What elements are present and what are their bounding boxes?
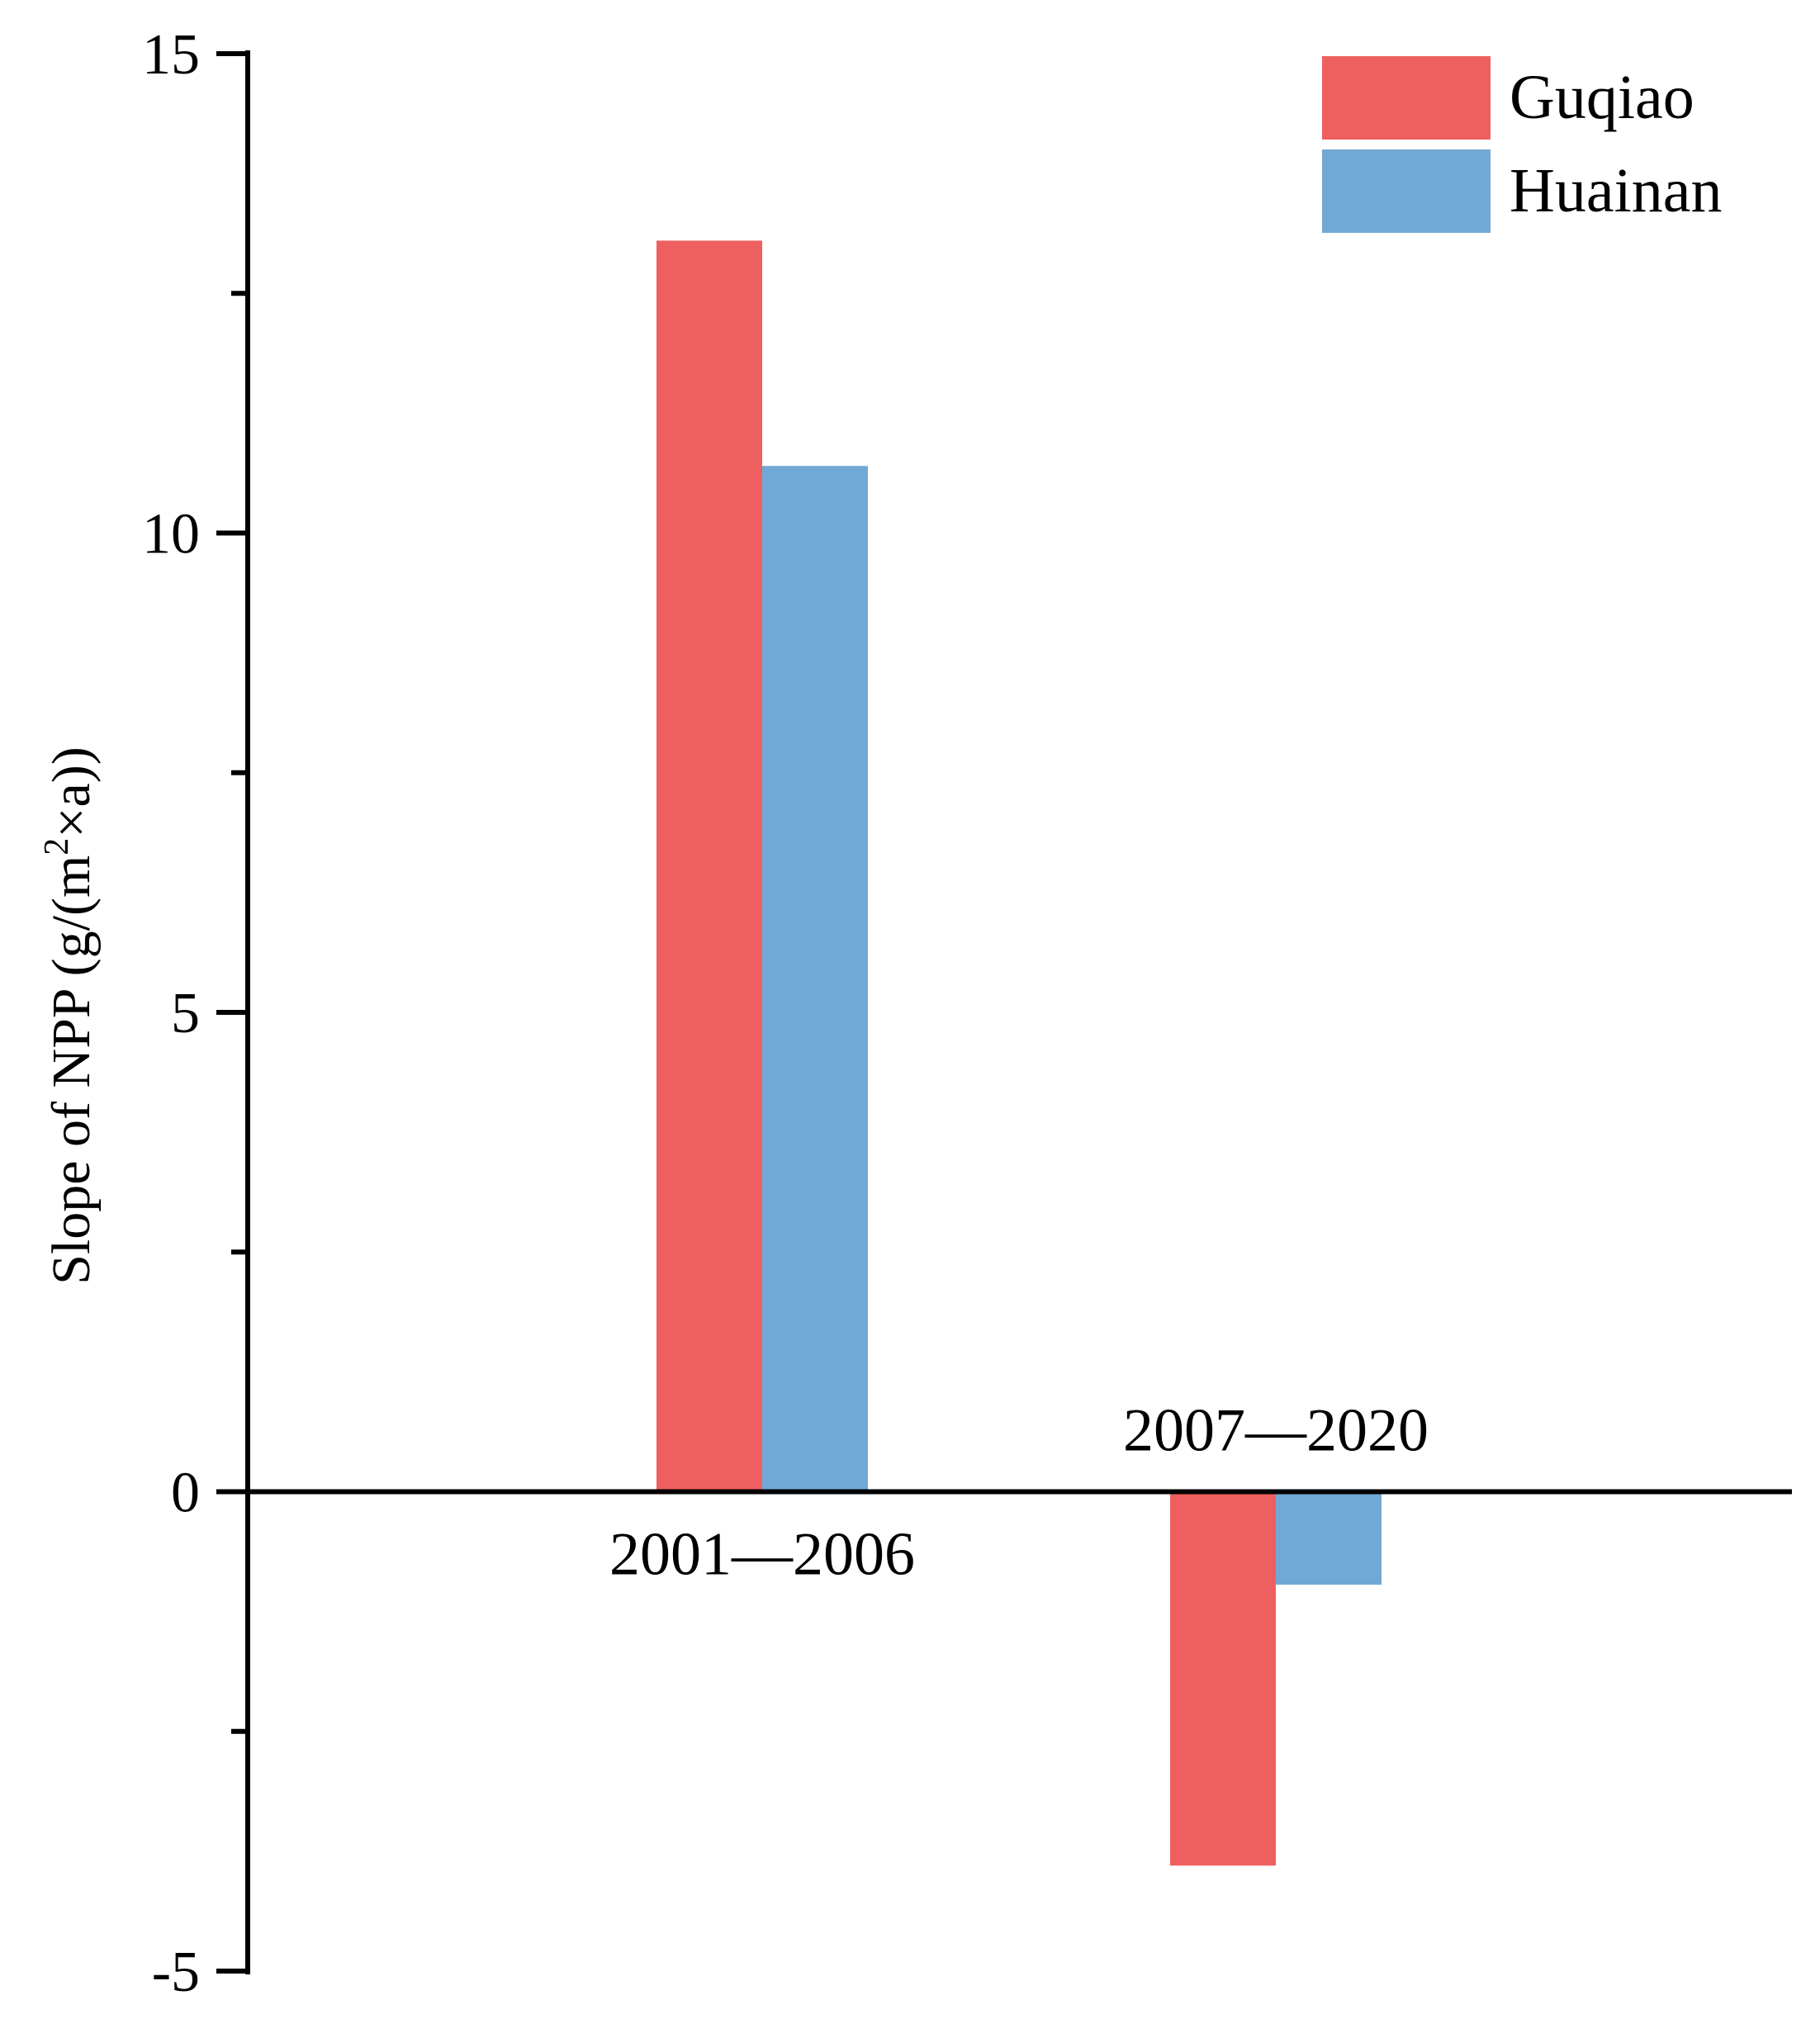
category-label: 2007—2020 — [1123, 1397, 1429, 1465]
bar-huainan-1 — [762, 466, 868, 1492]
axes-layer — [245, 50, 1792, 1974]
bar-huainan-2 — [1276, 1491, 1382, 1585]
y-tick-label: 5 — [171, 982, 200, 1045]
bar-guqiao-2 — [1170, 1491, 1276, 1866]
y-tick-label: 10 — [142, 503, 200, 566]
legend-swatch-guqiao — [1322, 56, 1491, 140]
y-axis-label-prefix: Slope of NPP (g/(m — [41, 855, 102, 1285]
y-ticks-layer: -5 0 5 10 15 — [142, 23, 248, 2004]
legend-label-huainan: Huainan — [1510, 156, 1722, 225]
legend-swatch-huainan — [1322, 149, 1491, 233]
bars-layer — [656, 240, 1382, 1866]
y-axis-label: Slope of NPP (g/(m2×a)) — [38, 746, 102, 1285]
y-tick-label: 15 — [142, 23, 200, 87]
category-labels-layer: 2001—2006 2007—2020 — [609, 1397, 1429, 1589]
category-label: 2001—2006 — [609, 1521, 915, 1589]
y-axis-label-superscript: 2 — [38, 838, 76, 855]
y-axis-label-suffix: ×a)) — [41, 746, 102, 837]
bar-guqiao-1 — [656, 240, 762, 1492]
legend-label-guqiao: Guqiao — [1510, 63, 1694, 132]
y-tick-label: 0 — [171, 1462, 200, 1525]
legend: Guqiao Huainan — [1322, 56, 1722, 233]
y-tick-label: -5 — [152, 1941, 200, 2004]
